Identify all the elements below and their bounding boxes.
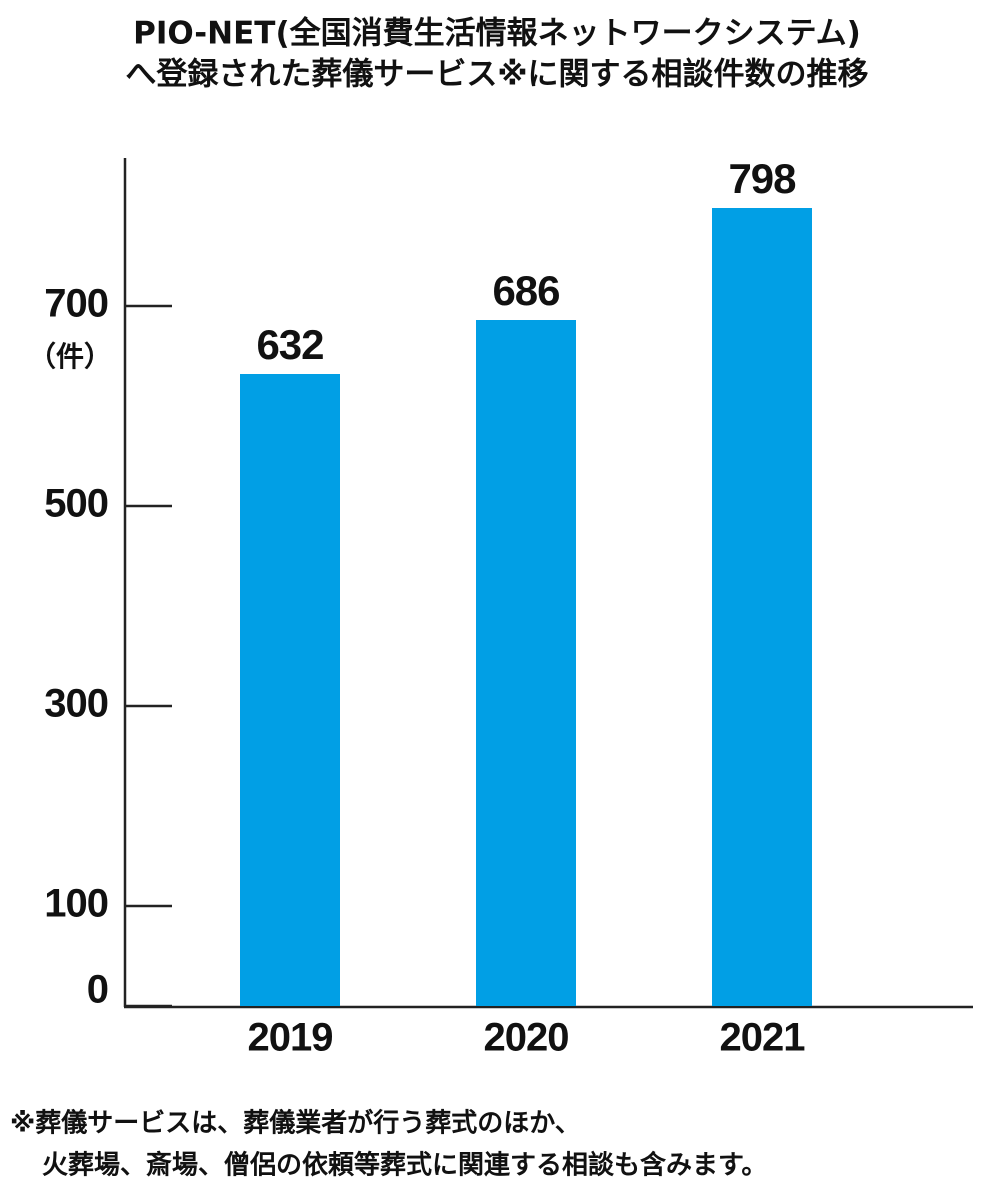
chart-title: PIO-NET(全国消費生活情報ネットワークシステム) <box>133 16 861 52</box>
y-tick-label: 0 <box>87 968 108 1012</box>
x-tick-label: 2021 <box>720 1016 806 1060</box>
y-unit: （件） <box>28 340 112 373</box>
chart-title: へ登録された葬儀サービス※に関する相談件数の推移 <box>125 57 868 93</box>
y-tick-label: 300 <box>44 682 108 726</box>
y-tick-label: 700 <box>44 282 108 326</box>
data-label: 686 <box>492 267 559 314</box>
data-label: 798 <box>728 155 796 202</box>
x-tick-label: 2020 <box>484 1016 569 1060</box>
bar <box>476 320 576 1006</box>
y-tick-label: 500 <box>44 482 108 526</box>
footnote: ※葬儀サービスは、葬儀業者が行う葬式のほか、 <box>10 1108 581 1139</box>
x-tick-label: 2019 <box>248 1016 333 1060</box>
data-label: 632 <box>256 321 323 368</box>
y-tick-label: 100 <box>44 882 108 926</box>
bar <box>240 374 340 1006</box>
bar <box>712 208 812 1006</box>
footnote: 火葬場、斎場、僧侶の依頼等葬式に関連する相談も含みます。 <box>42 1150 767 1181</box>
